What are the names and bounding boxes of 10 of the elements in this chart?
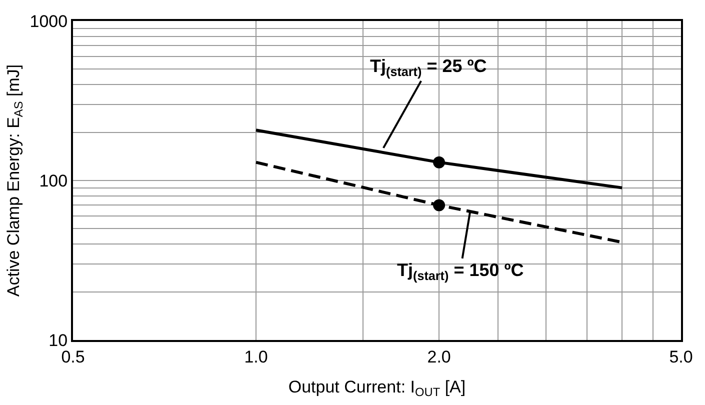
y-tick-label: 1000 — [30, 12, 68, 31]
x-tick-label: 0.5 — [61, 347, 85, 366]
annotation: Tj$_{(start)}$ = 25 ºC — [370, 56, 487, 79]
y-tick-label: 100 — [39, 171, 68, 190]
annotation: Tj$_{(start)}$ = 150 ºC — [397, 260, 524, 283]
x-tick-label: 5.0 — [669, 347, 693, 366]
x-axis-title: Output Current: I$_{OUT}$ [A] — [288, 377, 466, 399]
x-tick-label: 2.0 — [427, 347, 451, 366]
x-tick-label: 1.0 — [244, 347, 268, 366]
y-tick-label: 10 — [48, 330, 68, 350]
